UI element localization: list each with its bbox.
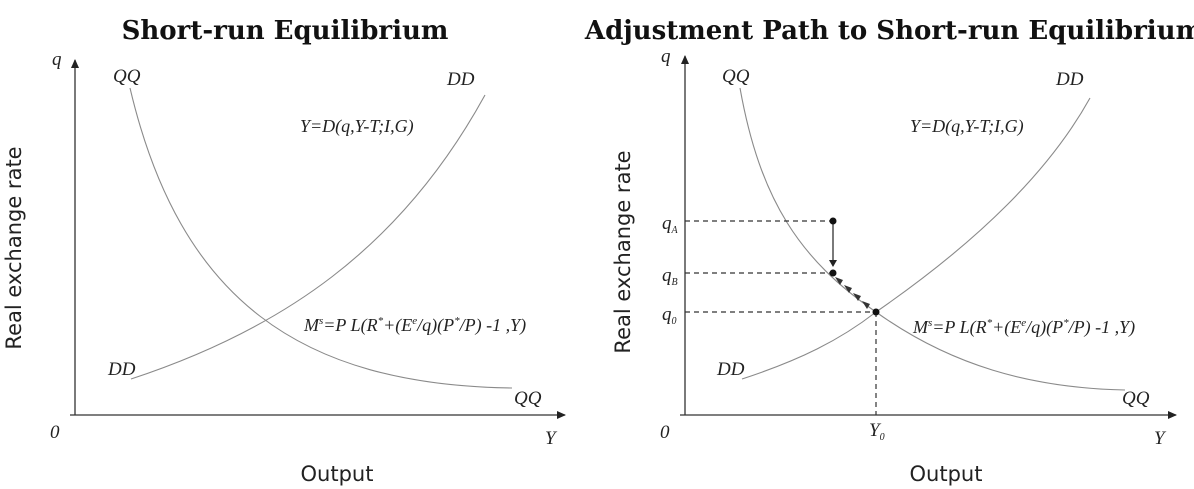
left-title: Short-run Equilibrium [122,16,449,46]
right-dd-curve [741,97,1091,380]
qB-label: qB [662,265,678,288]
right-x-axis-label: Output [910,462,983,486]
left-x-axis-symbol: Y [545,428,558,449]
path-arrow-2 [844,285,852,293]
point-A [829,217,837,225]
left-dd-top-label: DD [446,69,475,90]
right-dd-equation: Y=D(q,Y-T;I,G) [910,116,1024,137]
left-y-axis-label: Real exchange rate [2,146,26,349]
right-y-axis-symbol: q [661,46,671,67]
Y0-label: Y0 [869,420,885,443]
right-dd-top-label: DD [1055,69,1084,90]
left-dd-curve [130,94,486,380]
path-arrow-1 [835,277,843,285]
point-B [829,269,837,277]
right-panel: Adjustment Path to Short-run Equilibrium… [584,16,1194,486]
right-origin-label: 0 [660,422,670,443]
right-qq-bottom-label: QQ [1122,388,1150,409]
equilibrium-point [872,308,880,316]
left-dd-equation: Y=D(q,Y-T;I,G) [300,116,414,137]
left-qq-bottom-label: QQ [514,388,542,409]
right-qq-top-label: QQ [722,66,750,87]
right-dd-bottom-label: DD [716,359,745,380]
right-qq-equation: Ms=P L(R*+(Ee/q)(P*/P) -1 ,Y) [912,317,1135,338]
q0-label: q0 [662,304,677,327]
left-panel: Short-run Equilibrium q Y 0 Real exchang… [2,16,566,486]
left-y-axis-symbol: q [52,49,62,70]
qA-label: qA [662,213,679,236]
path-arrow-3 [853,293,861,301]
left-qq-top-label: QQ [113,66,141,87]
adjustment-path-arrows [835,277,870,309]
left-x-axis-label: Output [301,462,374,486]
left-qq-equation: Ms=P L(R*+(Ee/q)(P*/P) -1 ,Y) [303,315,526,336]
left-dd-bottom-label: DD [107,359,136,380]
right-x-axis-symbol: Y [1154,428,1167,449]
path-arrow-4 [862,301,870,309]
left-origin-label: 0 [50,422,60,443]
right-y-axis-label: Real exchange rate [611,150,635,353]
left-qq-curve [129,87,513,389]
right-title: Adjustment Path to Short-run Equilibrium [584,16,1194,46]
